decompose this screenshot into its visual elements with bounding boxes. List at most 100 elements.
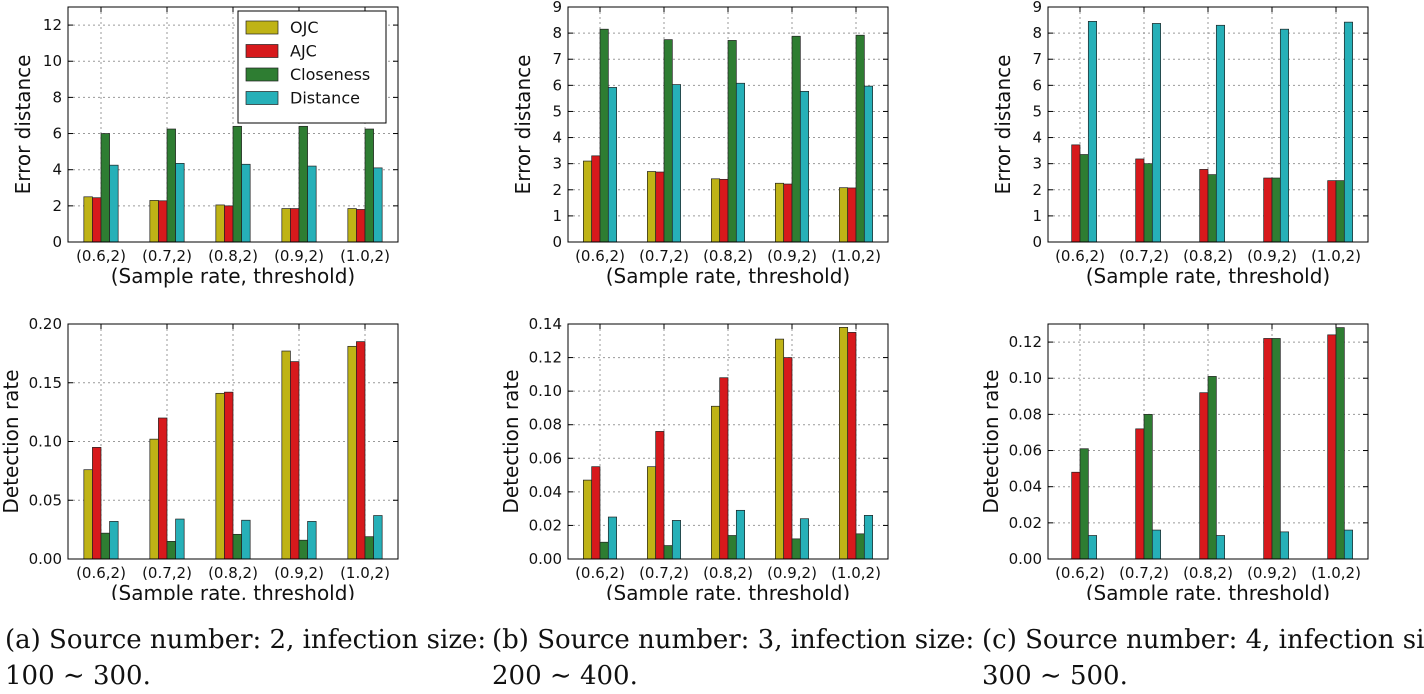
bar-distance <box>607 516 617 560</box>
y-tick-label: 0.10 <box>29 433 62 451</box>
y-tick-label: 0.04 <box>1009 478 1042 496</box>
bar-distance <box>373 515 383 560</box>
plot-frame <box>567 323 889 560</box>
caption-b-line2: 200 ∼ 400. <box>492 661 638 691</box>
bar-closeness <box>232 125 242 243</box>
plot-frame <box>1047 323 1369 560</box>
y-tick-label: 0.10 <box>529 382 562 400</box>
bar-distance <box>1087 21 1097 243</box>
y-axis-label: Error distance <box>11 55 35 195</box>
plot-frame <box>67 6 399 243</box>
x-tick-label: (1.0,2) <box>831 564 881 582</box>
y-axis-label: Error distance <box>511 55 535 195</box>
bar-distance <box>863 85 873 243</box>
bar-distance <box>241 163 251 243</box>
bar-distance <box>799 518 809 560</box>
y-axis-label: Error distance <box>991 55 1015 195</box>
legend-label-closeness: Closeness <box>290 65 370 84</box>
bar-ajc <box>290 361 300 560</box>
bar-ajc <box>783 357 793 560</box>
y-tick-label: 0.20 <box>29 315 62 333</box>
bar-closeness <box>1335 180 1345 243</box>
bar-closeness <box>1079 448 1089 560</box>
bar-closeness <box>232 533 242 560</box>
x-tick-label: (0.6,2) <box>1055 564 1105 582</box>
legend-label-ojc: OJC <box>290 18 318 37</box>
bar-ajc <box>92 197 102 243</box>
bar-closeness <box>727 535 737 560</box>
caption-a: (a) Source number: 2, infection size: 10… <box>5 622 486 694</box>
bar-ajc <box>224 391 234 560</box>
bar-ajc <box>1263 177 1273 243</box>
caption-a-line1: (a) Source number: 2, infection size: <box>5 625 487 655</box>
bar-closeness <box>791 538 801 560</box>
caption-b: (b) Source number: 3, infection size: 20… <box>492 622 974 694</box>
y-tick-label: 0 <box>52 233 62 251</box>
caption-b-line1: (b) Source number: 3, infection size: <box>492 625 975 655</box>
x-axis-label: (Sample rate, threshold) <box>111 581 355 600</box>
bar-closeness <box>599 28 609 243</box>
y-tick-label: 0.00 <box>529 550 562 568</box>
bar-distance <box>671 84 681 243</box>
bar-ojc <box>215 392 225 560</box>
bar-distance <box>735 82 745 243</box>
x-tick-label: (0.8,2) <box>208 247 258 265</box>
y-tick-label: 0 <box>552 233 562 251</box>
legend-swatch-distance <box>245 91 279 105</box>
y-tick-label: 0 <box>1032 233 1042 251</box>
x-tick-label: (0.7,2) <box>1119 247 1169 265</box>
chart-b-top: 0 1 2 3 4 5 6 7 8 9 (0.6,2) (0.7,2) (0.8,2) (0.9,2) (1… <box>511 0 889 288</box>
y-tick-label: 0.06 <box>529 449 562 467</box>
bar-distance <box>1087 535 1097 560</box>
bar-ajc <box>1071 144 1081 243</box>
bar-closeness <box>1207 376 1217 560</box>
bar-distance <box>307 521 317 560</box>
x-tick-label: (0.9,2) <box>1247 247 1297 265</box>
x-tick-label: (0.8,2) <box>1183 564 1233 582</box>
bar-ajc <box>783 183 793 243</box>
bar-distance <box>1343 529 1353 560</box>
y-tick-label: 0.08 <box>529 416 562 434</box>
x-tick-label: (0.7,2) <box>639 564 689 582</box>
y-tick-label: 7 <box>1032 50 1042 68</box>
y-tick-label: 4 <box>52 161 62 179</box>
bar-closeness <box>599 541 609 560</box>
y-tick-label: 9 <box>1032 0 1042 16</box>
bar-ojc <box>347 208 357 243</box>
x-tick-label: (0.6,2) <box>1055 247 1105 265</box>
x-axis-label: (Sample rate, threshold) <box>606 581 850 600</box>
x-tick-label: (0.9,2) <box>1247 564 1297 582</box>
y-tick-label: 2 <box>52 197 62 215</box>
bar-closeness <box>166 541 176 560</box>
bar-closeness <box>1271 338 1281 560</box>
bar-distance <box>109 164 119 243</box>
x-tick-label: (0.7,2) <box>639 247 689 265</box>
bar-distance <box>671 520 681 560</box>
bar-closeness <box>364 536 374 560</box>
bar-ajc <box>1071 471 1081 560</box>
y-tick-label: 3 <box>1032 155 1042 173</box>
y-tick-label: 6 <box>552 76 562 94</box>
x-tick-label: (1.0,2) <box>1311 564 1361 582</box>
bar-ojc <box>775 338 785 560</box>
y-tick-label: 4 <box>1032 129 1042 147</box>
bar-distance <box>1215 24 1225 243</box>
bar-closeness <box>1271 177 1281 243</box>
bar-ajc <box>1199 392 1209 560</box>
legend-swatch-ajc <box>245 44 279 58</box>
y-tick-label: 0.06 <box>1009 442 1042 460</box>
bar-ajc <box>591 155 601 243</box>
bar-ajc <box>1199 169 1209 243</box>
bar-ajc <box>719 377 729 560</box>
bar-ojc <box>775 182 785 243</box>
bar-ajc <box>1135 158 1145 243</box>
y-tick-label: 0.05 <box>29 491 62 509</box>
y-tick-label: 8 <box>1032 24 1042 42</box>
y-tick-label: 0.00 <box>29 550 62 568</box>
bar-distance <box>1279 28 1289 243</box>
y-tick-label: 2 <box>1032 181 1042 199</box>
bar-ajc <box>591 466 601 560</box>
x-tick-label: (0.6,2) <box>76 247 126 265</box>
